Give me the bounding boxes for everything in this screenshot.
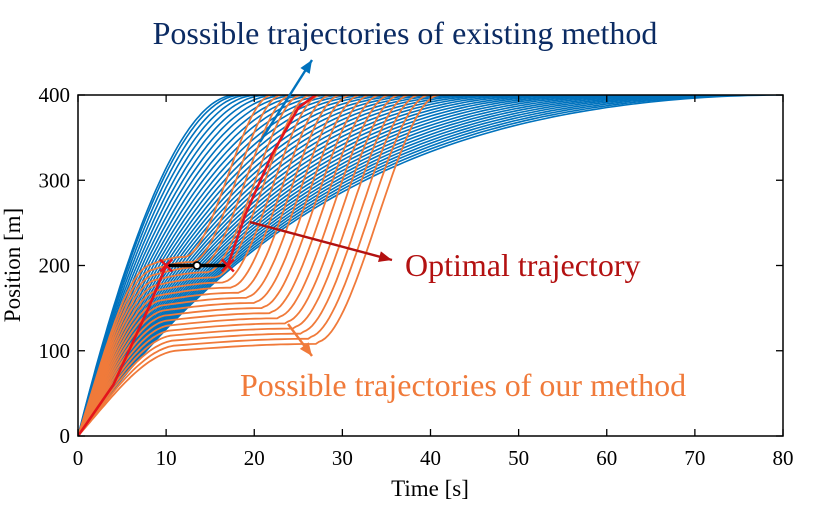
x-tick-label: 80 (773, 446, 794, 470)
existing-method-trajectory (78, 95, 250, 436)
our-method-trajectory (78, 95, 420, 436)
y-tick-label: 100 (39, 339, 71, 363)
annotation-existing-method: Possible trajectories of existing method (153, 15, 658, 51)
x-tick-label: 10 (156, 446, 177, 470)
our-method-trajectory (78, 95, 440, 436)
our-method-trajectory (78, 95, 292, 436)
x-axis-label: Time [s] (391, 476, 469, 501)
annotation-optimal-trajectory: Optimal trajectory (405, 247, 640, 283)
existing-method-trajectory (78, 95, 489, 436)
existing-method-trajectory (78, 95, 416, 436)
our-method-trajectory (78, 95, 391, 436)
our-method-trajectory (78, 95, 430, 436)
existing-method-trajectory (78, 95, 519, 436)
x-tick-label: 20 (244, 446, 265, 470)
our-method-trajectory (78, 95, 410, 436)
annotation-our-method: Possible trajectories of our method (240, 367, 686, 403)
our-method-trajectory (78, 95, 361, 436)
existing-method-trajectory (78, 95, 647, 436)
arrow-optimal-trajectory (249, 220, 393, 262)
our-method-trajectory (78, 95, 351, 436)
stop-midpoint-marker (192, 261, 202, 270)
existing-method-trajectory (78, 95, 269, 436)
stop-start-marker (159, 258, 174, 273)
x-tick-label: 30 (332, 446, 353, 470)
axis-ticks: 0 10 20 30 40 50 60 70 80 0 100 200 300 400 (39, 83, 794, 470)
y-tick-label: 400 (39, 83, 71, 107)
our-method-trajectory (78, 95, 371, 436)
y-tick-label: 200 (39, 254, 71, 278)
existing-method-trajectory (78, 95, 631, 436)
x-tick-label: 40 (420, 446, 441, 470)
our-method-trajectory (78, 95, 381, 436)
existing-method-trajectory (78, 95, 680, 436)
our-method-trajectory (78, 95, 273, 436)
existing-method-trajectory (78, 95, 445, 436)
our-method-trajectory (78, 95, 312, 436)
y-tick-label: 300 (39, 168, 71, 192)
annotation-arrows (249, 59, 393, 357)
stop-end-marker (220, 258, 235, 273)
existing-method-trajectory (78, 95, 697, 436)
our-method-trajectory (78, 95, 332, 436)
arrow-existing-method (258, 59, 314, 143)
x-tick-label: 0 (73, 446, 84, 470)
existing-method-trajectory (78, 95, 375, 436)
existing-method-trajectory (78, 95, 714, 436)
x-tick-label: 60 (596, 446, 617, 470)
y-axis-label: Position [m] (0, 208, 25, 322)
our-method-trajectory (78, 95, 341, 436)
y-tick-label: 0 (60, 424, 71, 448)
plot-area (78, 95, 783, 436)
existing-method-trajectory (78, 95, 243, 436)
our-method-trajectory (78, 95, 322, 436)
arrow-our-method (287, 323, 313, 357)
existing-method-trajectory (78, 95, 259, 436)
x-tick-label: 50 (508, 446, 529, 470)
x-tick-label: 70 (684, 446, 705, 470)
existing-method-trajectory (78, 95, 614, 436)
our-method-trajectory (78, 95, 302, 436)
